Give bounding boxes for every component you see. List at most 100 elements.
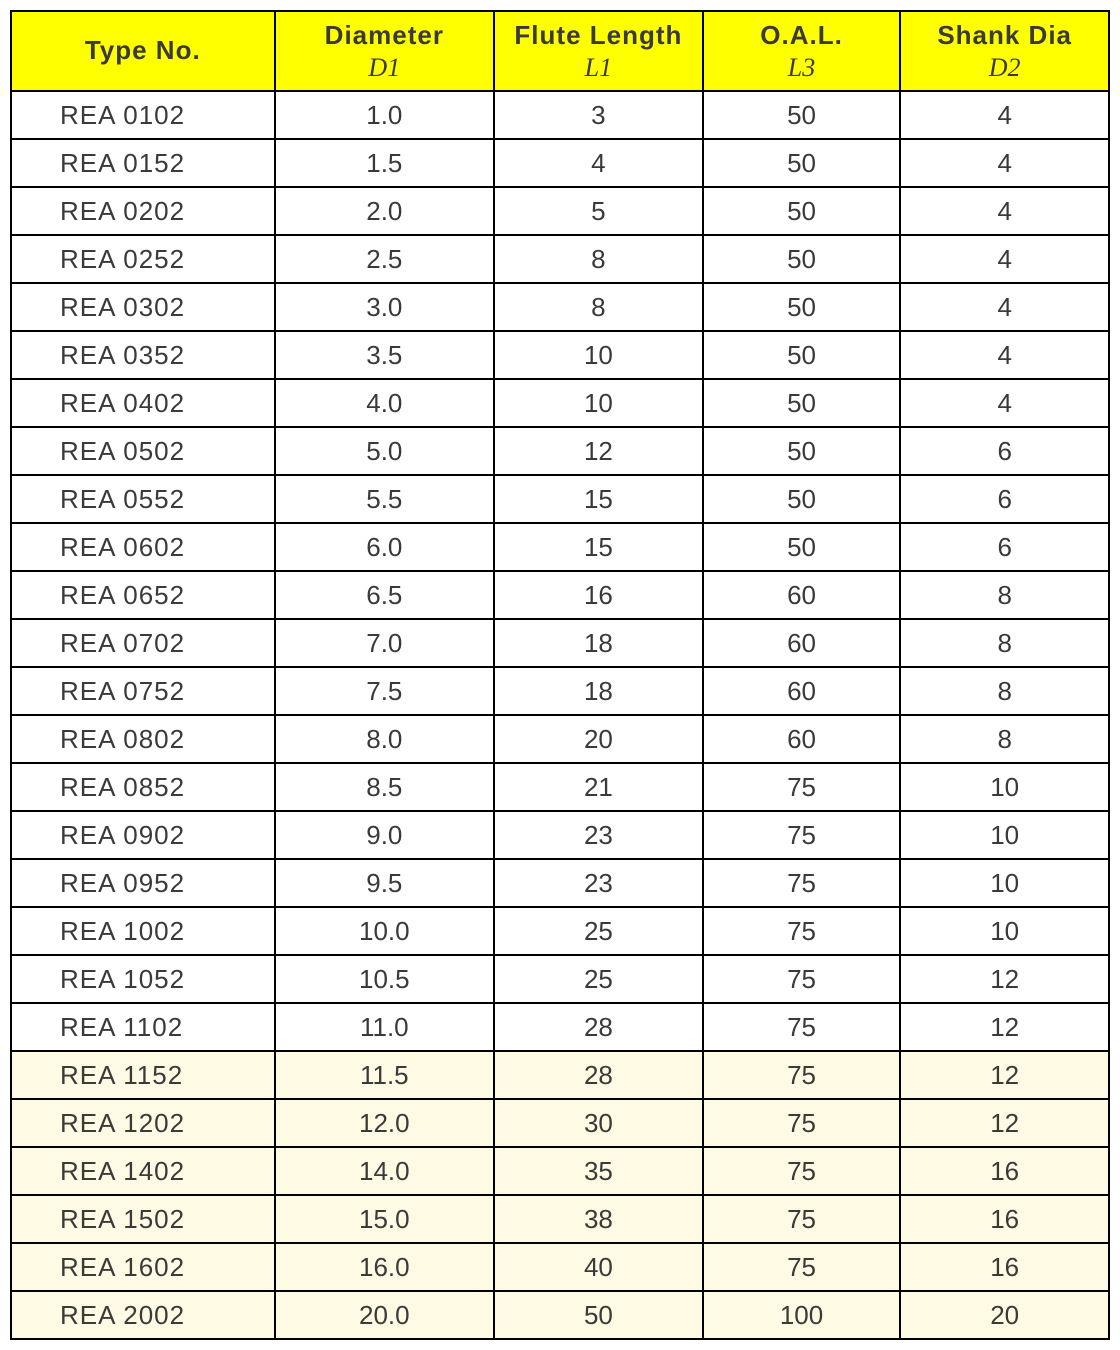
table-row: REA 04024.010504 <box>11 379 1109 427</box>
col-header-main: Flute Length <box>495 20 702 51</box>
cell-value: 20.0 <box>275 1291 495 1339</box>
cell-type-no: REA 0202 <box>11 187 275 235</box>
col-header-sub: L3 <box>704 53 900 83</box>
col-header-main: Type No. <box>12 35 274 66</box>
cell-value: 15 <box>494 475 703 523</box>
cell-type-no: REA 0952 <box>11 859 275 907</box>
cell-value: 3.5 <box>275 331 495 379</box>
table-row: REA 07027.018608 <box>11 619 1109 667</box>
col-header-main: Shank Dia <box>901 20 1108 51</box>
cell-value: 21 <box>494 763 703 811</box>
cell-value: 75 <box>703 763 901 811</box>
col-header-main: O.A.L. <box>704 20 900 51</box>
cell-value: 15.0 <box>275 1195 495 1243</box>
cell-value: 38 <box>494 1195 703 1243</box>
col-header-diameter: Diameter D1 <box>275 11 495 91</box>
cell-value: 50 <box>703 379 901 427</box>
cell-value: 9.5 <box>275 859 495 907</box>
cell-value: 5.0 <box>275 427 495 475</box>
cell-value: 2.5 <box>275 235 495 283</box>
table-row: REA 09529.5237510 <box>11 859 1109 907</box>
cell-value: 75 <box>703 1003 901 1051</box>
cell-value: 8 <box>900 619 1109 667</box>
cell-type-no: REA 0302 <box>11 283 275 331</box>
cell-value: 60 <box>703 571 901 619</box>
cell-value: 1.0 <box>275 91 495 139</box>
cell-value: 50 <box>703 235 901 283</box>
table-row: REA 140214.0357516 <box>11 1147 1109 1195</box>
spec-table: Type No. Diameter D1 Flute Length L1 O.A… <box>10 10 1110 1340</box>
cell-value: 10 <box>900 907 1109 955</box>
spec-table-container: Type No. Diameter D1 Flute Length L1 O.A… <box>10 10 1110 1340</box>
cell-value: 75 <box>703 1099 901 1147</box>
cell-value: 4 <box>900 139 1109 187</box>
cell-value: 4 <box>900 331 1109 379</box>
cell-value: 10 <box>494 379 703 427</box>
table-row: REA 05525.515506 <box>11 475 1109 523</box>
cell-value: 75 <box>703 1243 901 1291</box>
cell-value: 4 <box>494 139 703 187</box>
cell-type-no: REA 1502 <box>11 1195 275 1243</box>
table-row: REA 08028.020608 <box>11 715 1109 763</box>
cell-type-no: REA 0352 <box>11 331 275 379</box>
cell-value: 60 <box>703 715 901 763</box>
cell-value: 6 <box>900 427 1109 475</box>
table-row: REA 01521.54504 <box>11 139 1109 187</box>
table-row: REA 105210.5257512 <box>11 955 1109 1003</box>
cell-type-no: REA 1402 <box>11 1147 275 1195</box>
col-header-type: Type No. <box>11 11 275 91</box>
cell-value: 50 <box>703 523 901 571</box>
cell-value: 60 <box>703 667 901 715</box>
cell-value: 4 <box>900 235 1109 283</box>
cell-type-no: REA 0402 <box>11 379 275 427</box>
table-row: REA 02022.05504 <box>11 187 1109 235</box>
cell-value: 4 <box>900 283 1109 331</box>
cell-value: 8 <box>900 667 1109 715</box>
cell-value: 12 <box>900 1099 1109 1147</box>
cell-value: 18 <box>494 667 703 715</box>
cell-value: 30 <box>494 1099 703 1147</box>
cell-value: 8 <box>900 571 1109 619</box>
cell-value: 23 <box>494 859 703 907</box>
cell-type-no: REA 0652 <box>11 571 275 619</box>
table-row: REA 01021.03504 <box>11 91 1109 139</box>
cell-value: 75 <box>703 859 901 907</box>
table-row: REA 02522.58504 <box>11 235 1109 283</box>
cell-value: 3.0 <box>275 283 495 331</box>
cell-value: 6 <box>900 475 1109 523</box>
cell-value: 14.0 <box>275 1147 495 1195</box>
cell-value: 12 <box>900 1051 1109 1099</box>
table-row: REA 03523.510504 <box>11 331 1109 379</box>
cell-type-no: REA 2002 <box>11 1291 275 1339</box>
cell-value: 6.5 <box>275 571 495 619</box>
table-row: REA 07527.518608 <box>11 667 1109 715</box>
cell-value: 1.5 <box>275 139 495 187</box>
table-row: REA 05025.012506 <box>11 427 1109 475</box>
cell-value: 7.0 <box>275 619 495 667</box>
table-row: REA 150215.0387516 <box>11 1195 1109 1243</box>
cell-value: 9.0 <box>275 811 495 859</box>
table-body: REA 01021.03504REA 01521.54504REA 02022.… <box>11 91 1109 1339</box>
cell-type-no: REA 1602 <box>11 1243 275 1291</box>
cell-type-no: REA 0552 <box>11 475 275 523</box>
cell-value: 75 <box>703 1195 901 1243</box>
cell-value: 23 <box>494 811 703 859</box>
col-header-main: Diameter <box>276 20 494 51</box>
cell-value: 4 <box>900 187 1109 235</box>
cell-value: 7.5 <box>275 667 495 715</box>
cell-value: 11.5 <box>275 1051 495 1099</box>
cell-value: 8 <box>494 283 703 331</box>
cell-type-no: REA 1052 <box>11 955 275 1003</box>
cell-type-no: REA 1152 <box>11 1051 275 1099</box>
cell-value: 28 <box>494 1003 703 1051</box>
cell-value: 10.0 <box>275 907 495 955</box>
cell-value: 50 <box>703 91 901 139</box>
cell-type-no: REA 0852 <box>11 763 275 811</box>
cell-value: 16 <box>900 1147 1109 1195</box>
cell-value: 75 <box>703 907 901 955</box>
cell-value: 12 <box>900 955 1109 1003</box>
cell-value: 4 <box>900 91 1109 139</box>
cell-type-no: REA 1002 <box>11 907 275 955</box>
cell-value: 8.5 <box>275 763 495 811</box>
cell-value: 40 <box>494 1243 703 1291</box>
